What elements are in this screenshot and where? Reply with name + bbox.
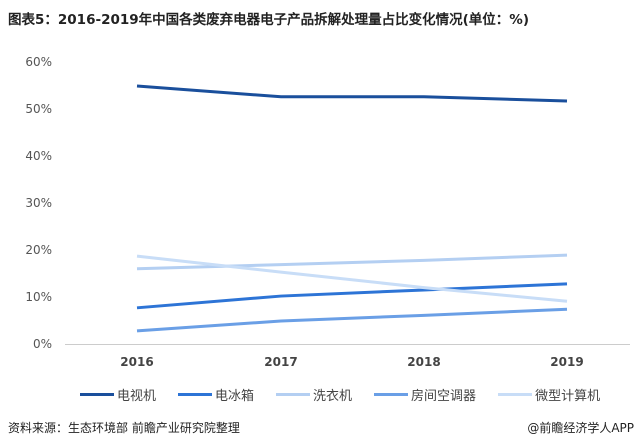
legend-label: 电视机: [117, 389, 157, 404]
legend-label: 电冰箱: [215, 389, 255, 404]
series-line: [136, 307, 568, 333]
legend-swatch: [498, 393, 533, 396]
x-tick-label: 2019: [550, 355, 583, 369]
legend-swatch: [178, 393, 213, 396]
legend-label: 洗衣机: [313, 389, 353, 404]
x-tick-label: 2017: [264, 355, 297, 369]
legend-swatch: [276, 393, 311, 396]
series-line: [136, 84, 568, 103]
legend-item: 房间空调器: [374, 385, 476, 404]
y-tick-label: 10%: [25, 290, 52, 304]
y-tick-label: 0%: [33, 337, 52, 351]
x-tick-label: 2018: [407, 355, 440, 369]
series-line: [136, 254, 568, 303]
series-line: [136, 282, 568, 310]
legend-label: 微型计算机: [535, 389, 601, 404]
legend-swatch: [374, 393, 409, 396]
legend-label: 房间空调器: [411, 389, 477, 404]
chart-title: 图表5：2016-2019年中国各类废弃电器电子产品拆解处理量占比变化情况(单位…: [8, 12, 530, 28]
y-tick-label: 60%: [25, 55, 52, 69]
legend: 电视机 电冰箱 洗衣机 房间空调器 微型计算机: [80, 385, 600, 404]
legend-item: 电冰箱: [178, 385, 254, 404]
y-tick-label: 50%: [25, 102, 52, 116]
legend-item: 洗衣机: [276, 385, 352, 404]
x-tick-label: 2016: [120, 355, 153, 369]
legend-swatch: [80, 393, 114, 396]
credit: @前瞻经济学人APP: [527, 421, 634, 435]
y-tick-label: 20%: [25, 243, 52, 257]
legend-item: 微型计算机: [498, 385, 600, 404]
y-tick-label: 40%: [25, 149, 52, 163]
series-line: [136, 253, 568, 271]
legend-item: 电视机: [80, 385, 156, 404]
y-tick-label: 30%: [25, 196, 52, 210]
source-note: 资料来源：生态环境部 前瞻产业研究院整理: [8, 421, 240, 435]
